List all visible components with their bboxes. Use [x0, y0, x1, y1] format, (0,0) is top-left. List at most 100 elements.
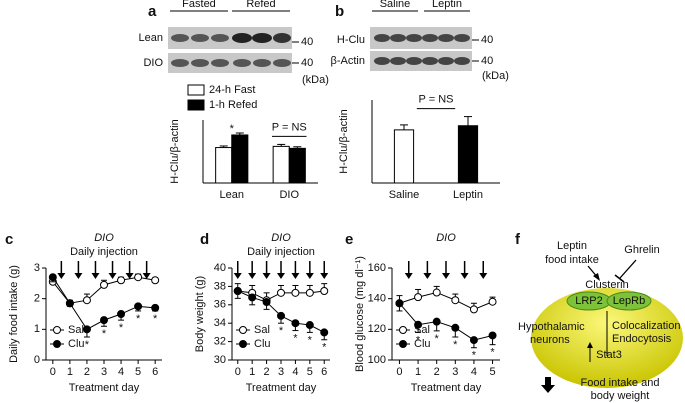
legend-label: Sal — [254, 324, 270, 336]
significance-star: * — [85, 339, 90, 351]
legend-marker — [239, 326, 247, 334]
x-tick-label: 0 — [396, 366, 402, 378]
legend-label: Clu — [254, 338, 271, 350]
x-tick-label: 1 — [67, 366, 73, 378]
legend-marker — [399, 340, 407, 348]
series-line — [399, 292, 493, 310]
legend-label: Clu — [414, 338, 431, 350]
panel-label: a — [148, 3, 157, 20]
point — [65, 299, 74, 308]
point — [248, 293, 257, 302]
point — [100, 316, 108, 325]
panel-label: b — [335, 3, 344, 20]
significance-star: * — [293, 332, 298, 344]
bar — [457, 125, 479, 184]
diagram-f: f Leptin food intake Ghrelin Clusterin L… — [515, 231, 683, 402]
y-tick-label: 38 — [214, 280, 226, 292]
point — [291, 319, 300, 328]
injection-arrowhead — [74, 273, 83, 279]
point — [432, 288, 441, 297]
point — [48, 273, 57, 282]
legend-marker — [239, 340, 247, 348]
diagram-text: Clusterin — [585, 279, 628, 291]
y-tick-label: 2 — [34, 293, 40, 305]
bar — [288, 147, 306, 184]
point — [117, 276, 126, 285]
diagram-text: LepRb — [613, 295, 645, 307]
blot-group: Leptin — [432, 0, 462, 10]
legend-marker — [53, 340, 61, 348]
blot-marker: 40 — [481, 55, 493, 67]
point — [432, 317, 441, 326]
point — [262, 298, 271, 307]
point — [233, 287, 242, 295]
significance-star: * — [453, 339, 458, 351]
significance-star: * — [119, 322, 124, 334]
x-tick-label: 5 — [307, 366, 313, 378]
y-tick-label: 40 — [214, 262, 226, 274]
x-tick-label: 4 — [118, 366, 124, 378]
y-tick-label: 3 — [34, 262, 40, 274]
point — [134, 302, 143, 311]
x-tick-label: Lean — [220, 189, 244, 201]
chart-title: DIO — [94, 232, 114, 244]
bar — [231, 134, 249, 184]
x-tick-label: 3 — [101, 366, 107, 378]
point — [414, 293, 423, 302]
blot-marker: 40 — [301, 36, 313, 48]
x-tick-label: 2 — [84, 366, 90, 378]
x-axis-label: Treatment day — [69, 382, 140, 394]
diagram-text: Leptin — [557, 240, 587, 252]
x-tick-label: 0 — [235, 366, 241, 378]
diagram-text: Endocytosis — [612, 333, 672, 345]
point — [469, 305, 478, 314]
significance-star: * — [279, 325, 284, 337]
chart-subtitle: Daily injection — [247, 246, 315, 258]
y-axis-label: H-Clu/β-actin — [169, 119, 181, 183]
y-tick-label: 0 — [34, 354, 40, 366]
injection-arrowhead — [479, 273, 488, 279]
point — [277, 311, 285, 320]
point — [469, 336, 478, 345]
legend-swatch — [187, 99, 205, 111]
point — [134, 273, 143, 282]
x-tick-label: 5 — [489, 366, 495, 378]
blot-unit: (kDa) — [302, 74, 329, 86]
diagram-text: food intake — [545, 254, 599, 266]
y-axis-label: Blood glucose (mg dl⁻¹) — [354, 256, 366, 372]
y-tick-label: 30 — [214, 354, 226, 366]
point — [305, 321, 314, 330]
x-tick-label: 6 — [321, 366, 327, 378]
significance-star: * — [308, 334, 313, 346]
diagram-text: neurons — [530, 334, 570, 346]
injection-arrowhead — [233, 273, 242, 279]
y-tick-label: 32 — [214, 336, 226, 348]
diagram-text: Food intake and — [581, 377, 660, 389]
blot-group: Saline — [380, 0, 411, 10]
y-axis-label: Body weight (g) — [194, 276, 206, 352]
significance-star: * — [472, 350, 477, 362]
legend-label: Clu — [68, 338, 85, 350]
diagram-text: Ghrelin — [624, 244, 659, 256]
injection-arrowhead — [291, 273, 300, 279]
x-tick-label: Saline — [389, 189, 420, 201]
point — [82, 296, 91, 305]
legend-label: Sal — [68, 324, 84, 336]
x-tick-label: 4 — [471, 366, 477, 378]
blot-row: β-Actin — [331, 55, 365, 67]
x-tick-label: 2 — [264, 366, 270, 378]
injection-arrowhead — [305, 273, 314, 279]
chart-title: DIO — [436, 232, 456, 244]
point — [488, 297, 497, 306]
injection-arrowhead — [57, 273, 66, 279]
injection-arrowhead — [460, 273, 469, 279]
diagram-text: body weight — [591, 390, 650, 402]
blot-a: Fasted Refed Lean DIO 40 40 (kDa) — [139, 0, 329, 86]
point — [488, 331, 497, 340]
diagram-text: Hypothalamic — [518, 321, 585, 333]
point — [100, 280, 108, 289]
point — [82, 325, 91, 334]
injection-arrowhead — [404, 273, 413, 279]
y-tick-label: 34 — [214, 317, 226, 329]
injection-arrowhead — [108, 273, 117, 279]
